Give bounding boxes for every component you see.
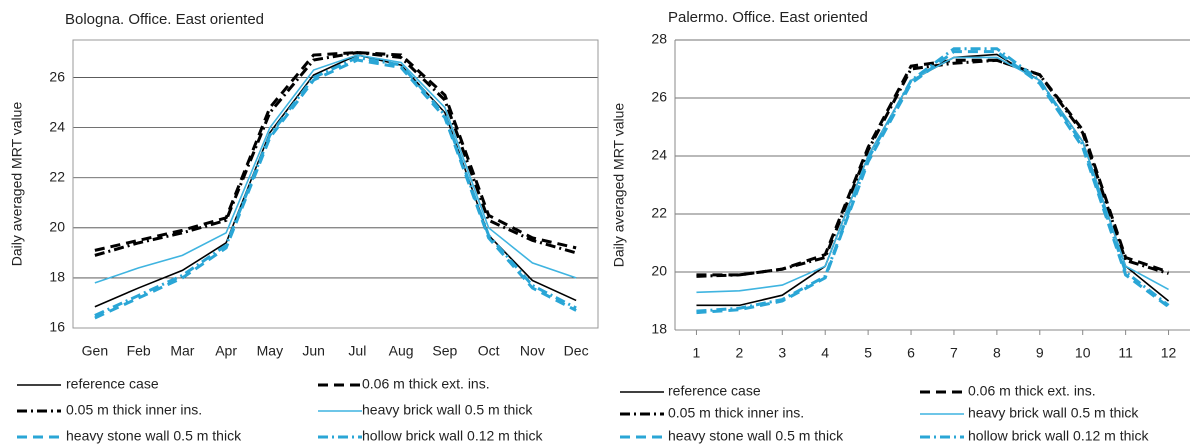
y-tick-label: 22 bbox=[651, 205, 667, 221]
plot-frame bbox=[72, 39, 599, 329]
chart-title: Palermo. Office. East oriented bbox=[668, 9, 868, 26]
x-tick-label: 8 bbox=[993, 345, 1001, 361]
y-tick-label: 24 bbox=[49, 118, 65, 134]
x-tick-label: 5 bbox=[864, 345, 872, 361]
y-tick-label: 26 bbox=[651, 89, 667, 105]
x-tick-label: 4 bbox=[821, 345, 829, 361]
x-tick-label: 10 bbox=[1075, 345, 1091, 361]
series-line bbox=[94, 51, 577, 257]
legend-label: reference case bbox=[668, 383, 761, 399]
legend-label: heavy brick wall 0.5 m thick bbox=[362, 402, 533, 418]
x-tick-label: 2 bbox=[735, 345, 743, 361]
legend-label: reference case bbox=[66, 376, 159, 392]
x-tick-label: May bbox=[257, 343, 283, 359]
y-tick-label: 18 bbox=[651, 321, 667, 337]
y-axis-label: Daily averaged MRT value bbox=[9, 102, 25, 267]
y-tick-label: 26 bbox=[49, 68, 65, 84]
x-tick-label: Sep bbox=[432, 343, 457, 359]
x-tick-label: 9 bbox=[1036, 345, 1044, 361]
series-line bbox=[94, 54, 577, 308]
y-tick-label: 16 bbox=[49, 319, 65, 335]
legend-label: 0.05 m thick inner ins. bbox=[66, 402, 202, 418]
x-tick-label: 1 bbox=[693, 345, 701, 361]
x-tick-label: Nov bbox=[520, 343, 545, 359]
x-tick-label: Aug bbox=[389, 343, 414, 359]
x-tick-label: 3 bbox=[778, 345, 786, 361]
series-line bbox=[696, 53, 1170, 307]
legend-label: 0.06 m thick ext. ins. bbox=[968, 383, 1096, 399]
legend-label: heavy brick wall 0.5 m thick bbox=[968, 405, 1139, 421]
x-tick-label: Oct bbox=[478, 343, 500, 359]
legend-label: hollow brick wall 0.12 m thick bbox=[968, 428, 1150, 444]
legend-label: hollow brick wall 0.12 m thick bbox=[362, 428, 544, 444]
y-tick-label: 28 bbox=[651, 31, 667, 47]
x-tick-label: Dec bbox=[564, 343, 589, 359]
x-tick-label: Mar bbox=[170, 343, 194, 359]
legend-label: 0.05 m thick inner ins. bbox=[668, 405, 804, 421]
series-line bbox=[696, 50, 1170, 315]
series-line bbox=[94, 55, 577, 317]
x-tick-label: Jun bbox=[302, 343, 325, 359]
series-line bbox=[696, 58, 1169, 278]
y-axis-label: Daily averaged MRT value bbox=[611, 103, 627, 268]
series-line bbox=[94, 51, 577, 252]
x-tick-label: 7 bbox=[950, 345, 958, 361]
y-tick-label: 18 bbox=[49, 269, 65, 285]
x-tick-label: Feb bbox=[127, 343, 151, 359]
series-line bbox=[94, 54, 577, 284]
x-tick-label: Jul bbox=[348, 343, 366, 359]
chart-title: Bologna. Office. East oriented bbox=[65, 11, 264, 28]
y-tick-label: 24 bbox=[651, 147, 667, 163]
y-tick-label: 20 bbox=[49, 219, 65, 235]
x-tick-label: 6 bbox=[907, 345, 915, 361]
y-tick-label: 20 bbox=[651, 263, 667, 279]
x-tick-label: Gen bbox=[82, 343, 108, 359]
y-tick-label: 22 bbox=[49, 168, 65, 184]
series-line bbox=[696, 58, 1170, 277]
x-tick-label: 11 bbox=[1118, 345, 1133, 361]
legend-label: 0.06 m thick ext. ins. bbox=[362, 376, 490, 392]
x-tick-label: 12 bbox=[1161, 345, 1177, 361]
legend-label: heavy stone wall 0.5 m thick bbox=[668, 428, 844, 444]
series-line bbox=[94, 58, 577, 320]
x-tick-label: Apr bbox=[215, 343, 237, 359]
legend-label: heavy stone wall 0.5 m thick bbox=[66, 428, 242, 444]
